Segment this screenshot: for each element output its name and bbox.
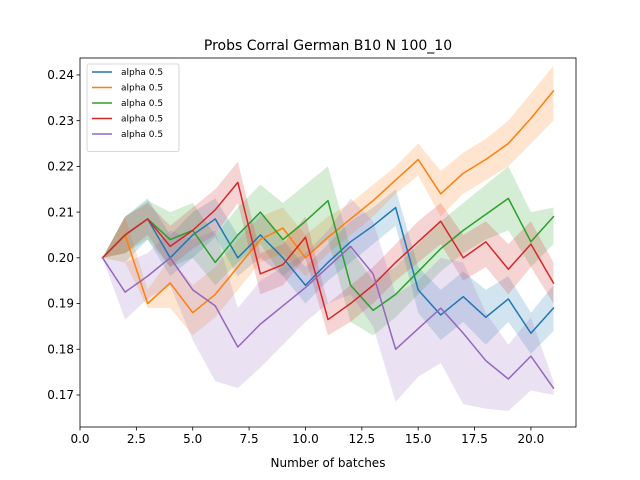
series-4-line	[101, 181, 555, 321]
y-tick-label: 0.20	[47, 251, 74, 265]
series-2-band	[102, 65, 554, 336]
x-tick-label: 7.5	[240, 432, 259, 446]
series-3-line	[101, 197, 555, 312]
series-4-band	[102, 161, 554, 336]
y-tick-label: 0.23	[47, 114, 74, 128]
x-tick-label: 2.5	[127, 432, 146, 446]
x-tick-label: 15.0	[405, 432, 432, 446]
y-tick-label: 0.19	[47, 297, 74, 311]
series-1-line	[101, 206, 555, 335]
legend-entry-label: alpha 0.5	[121, 99, 163, 109]
legend-entry-label: alpha 0.5	[121, 68, 163, 78]
chart-title: Probs Corral German B10 N 100_10	[204, 38, 452, 54]
y-tick-label: 0.18	[47, 342, 74, 356]
x-tick-label: 17.5	[461, 432, 488, 446]
x-tick-label: 12.5	[348, 432, 375, 446]
x-axis-label: Number of batches	[271, 456, 386, 470]
legend-entry-label: alpha 0.5	[121, 84, 163, 94]
series-lines	[101, 89, 555, 390]
y-tick-label: 0.17	[47, 388, 74, 402]
series-5-line	[101, 245, 555, 390]
y-tick-label: 0.21	[47, 205, 74, 219]
legend-entry-label: alpha 0.5	[121, 115, 163, 125]
series-5-band	[102, 198, 554, 411]
legend: alpha 0.5 alpha 0.5 alpha 0.5 alpha 0.5 alph…	[86, 63, 180, 152]
series-1-band	[102, 189, 554, 354]
legend-box	[86, 63, 180, 152]
y-axis: 0.17 0.18 0.19 0.20 0.21 0.22 0.23 0.24	[47, 68, 80, 402]
y-tick-label: 0.22	[47, 160, 74, 174]
x-tick-label: 20.0	[518, 432, 545, 446]
x-axis: 0.0 2.5 5.0 7.5 10.0 12.5 15.0 17.5 20.0	[70, 427, 544, 446]
x-tick-label: 5.0	[183, 432, 202, 446]
plot-frame	[79, 57, 577, 428]
x-tick-label: 0.0	[70, 432, 89, 446]
y-tick-label: 0.24	[47, 68, 74, 82]
series-2-line	[101, 89, 555, 314]
legend-entry-label: alpha 0.5	[121, 130, 163, 140]
x-tick-label: 10.0	[292, 432, 319, 446]
